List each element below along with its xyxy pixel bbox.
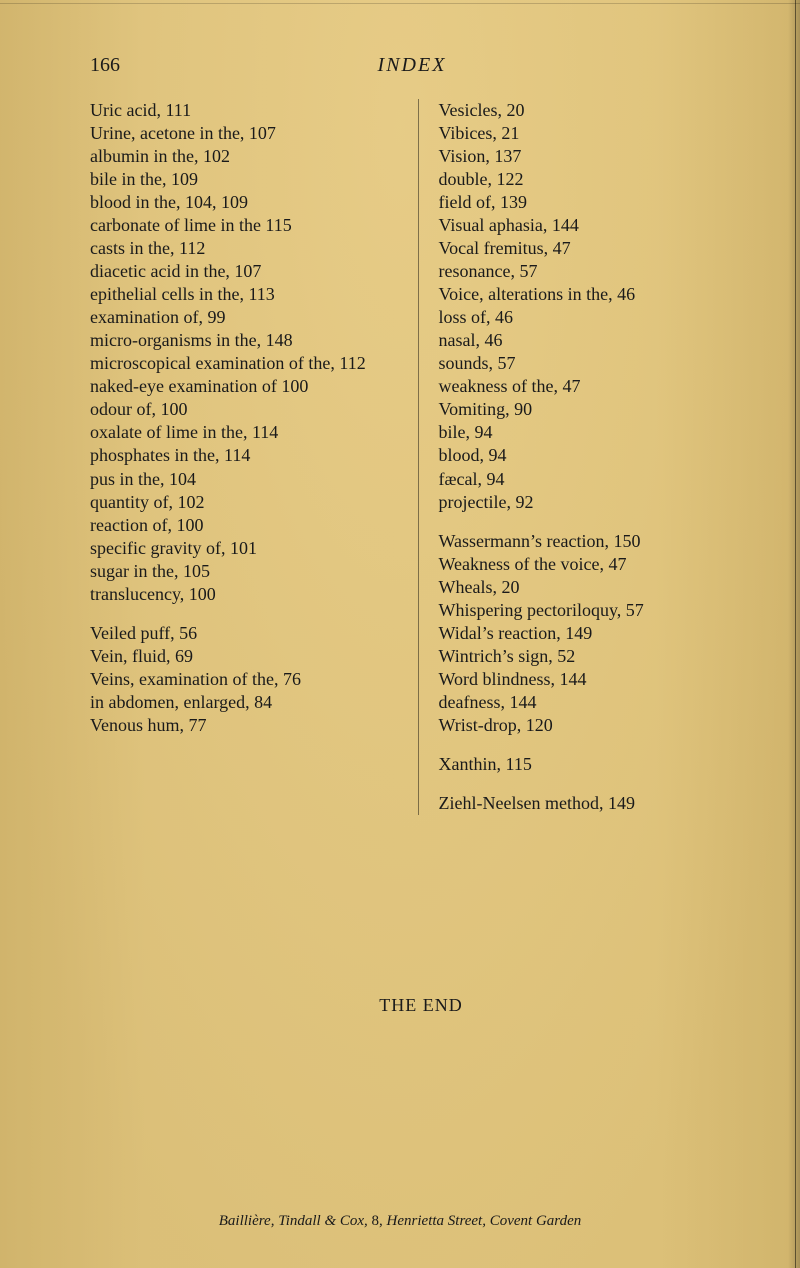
index-entry: specific gravity of, 101 (90, 537, 404, 560)
index-entry: double, 122 (439, 168, 753, 191)
index-entry: Vein, fluid, 69 (90, 645, 404, 668)
index-entry: pus in the, 104 (90, 468, 404, 491)
page-edge-shadow (788, 0, 800, 1268)
imprint-address: Henrietta Street, Covent Garden (387, 1213, 582, 1229)
index-entry: Ziehl-Neelsen method, 149 (439, 792, 753, 815)
index-entry: deafness, 144 (439, 691, 753, 714)
frame-top (0, 3, 800, 4)
index-entry: blood, 94 (439, 444, 753, 467)
index-entry: nasal, 46 (439, 329, 753, 352)
blank-line (439, 776, 753, 792)
index-entry: epithelial cells in the, 113 (90, 283, 404, 306)
index-entry: sounds, 57 (439, 352, 753, 375)
index-entry: resonance, 57 (439, 260, 753, 283)
page-number: 166 (90, 54, 120, 77)
index-entry: reaction of, 100 (90, 514, 404, 537)
index-entry: naked-eye examination of 100 (90, 375, 404, 398)
index-entry: Visual aphasia, 144 (439, 214, 753, 237)
index-entry: diacetic acid in the, 107 (90, 260, 404, 283)
index-entry: Weakness of the voice, 47 (439, 553, 753, 576)
index-entry: Word blindness, 144 (439, 668, 753, 691)
blank-line (90, 606, 404, 622)
imprint: Baillière, Tindall & Cox, 8, Henrietta S… (0, 1213, 800, 1230)
index-entry: Veins, examination of the, 76 (90, 668, 404, 691)
index-entry: bile, 94 (439, 421, 753, 444)
index-entry: Vibices, 21 (439, 122, 753, 145)
index-entry: bile in the, 109 (90, 168, 404, 191)
index-entry: examination of, 99 (90, 306, 404, 329)
index-entry: loss of, 46 (439, 306, 753, 329)
index-entry: albumin in the, 102 (90, 145, 404, 168)
page-title: INDEX (378, 54, 447, 77)
running-head: 166 INDEX (90, 54, 752, 77)
index-entry: Widal’s reaction, 149 (439, 622, 753, 645)
the-end: THE END (90, 995, 752, 1016)
blank-line (439, 737, 753, 753)
index-entry: Vision, 137 (439, 145, 753, 168)
index-entry: Wheals, 20 (439, 576, 753, 599)
blank-line (439, 514, 753, 530)
index-entry: phosphates in the, 114 (90, 444, 404, 467)
index-column-right: Vesicles, 20Vibices, 21Vision, 137double… (419, 99, 753, 815)
index-entry: Uric acid, 111 (90, 99, 404, 122)
index-entry: Wrist-drop, 120 (439, 714, 753, 737)
index-entry: translucency, 100 (90, 583, 404, 606)
page: 166 INDEX Uric acid, 111Urine, acetone i… (0, 0, 800, 1268)
index-entry: Vesicles, 20 (439, 99, 753, 122)
index-column-left: Uric acid, 111Urine, acetone in the, 107… (90, 99, 419, 815)
index-entry: Venous hum, 77 (90, 714, 404, 737)
index-entry: Urine, acetone in the, 107 (90, 122, 404, 145)
imprint-address-number: 8, (368, 1213, 387, 1229)
index-entry: micro-organisms in the, 148 (90, 329, 404, 352)
index-entry: Veiled puff, 56 (90, 622, 404, 645)
index-columns: Uric acid, 111Urine, acetone in the, 107… (90, 99, 752, 815)
index-entry: microscopical examination of the, 112 (90, 352, 404, 375)
index-entry: in abdomen, enlarged, 84 (90, 691, 404, 714)
index-entry: Xanthin, 115 (439, 753, 753, 776)
index-entry: projectile, 92 (439, 491, 753, 514)
index-entry: Wintrich’s sign, 52 (439, 645, 753, 668)
index-entry: Voice, alterations in the, 46 (439, 283, 753, 306)
index-entry: Vomiting, 90 (439, 398, 753, 421)
index-entry: blood in the, 104, 109 (90, 191, 404, 214)
index-entry: Vocal fremitus, 47 (439, 237, 753, 260)
index-entry: sugar in the, 105 (90, 560, 404, 583)
index-entry: Wassermann’s reaction, 150 (439, 530, 753, 553)
index-entry: field of, 139 (439, 191, 753, 214)
index-entry: carbonate of lime in the 115 (90, 214, 404, 237)
index-entry: weakness of the, 47 (439, 375, 753, 398)
index-entry: Whispering pectoriloquy, 57 (439, 599, 753, 622)
frame-right (795, 0, 796, 1268)
index-entry: casts in the, 112 (90, 237, 404, 260)
index-entry: fæcal, 94 (439, 468, 753, 491)
index-entry: odour of, 100 (90, 398, 404, 421)
imprint-publisher: Baillière, Tindall & Cox, (219, 1213, 368, 1229)
index-entry: quantity of, 102 (90, 491, 404, 514)
index-entry: oxalate of lime in the, 114 (90, 421, 404, 444)
